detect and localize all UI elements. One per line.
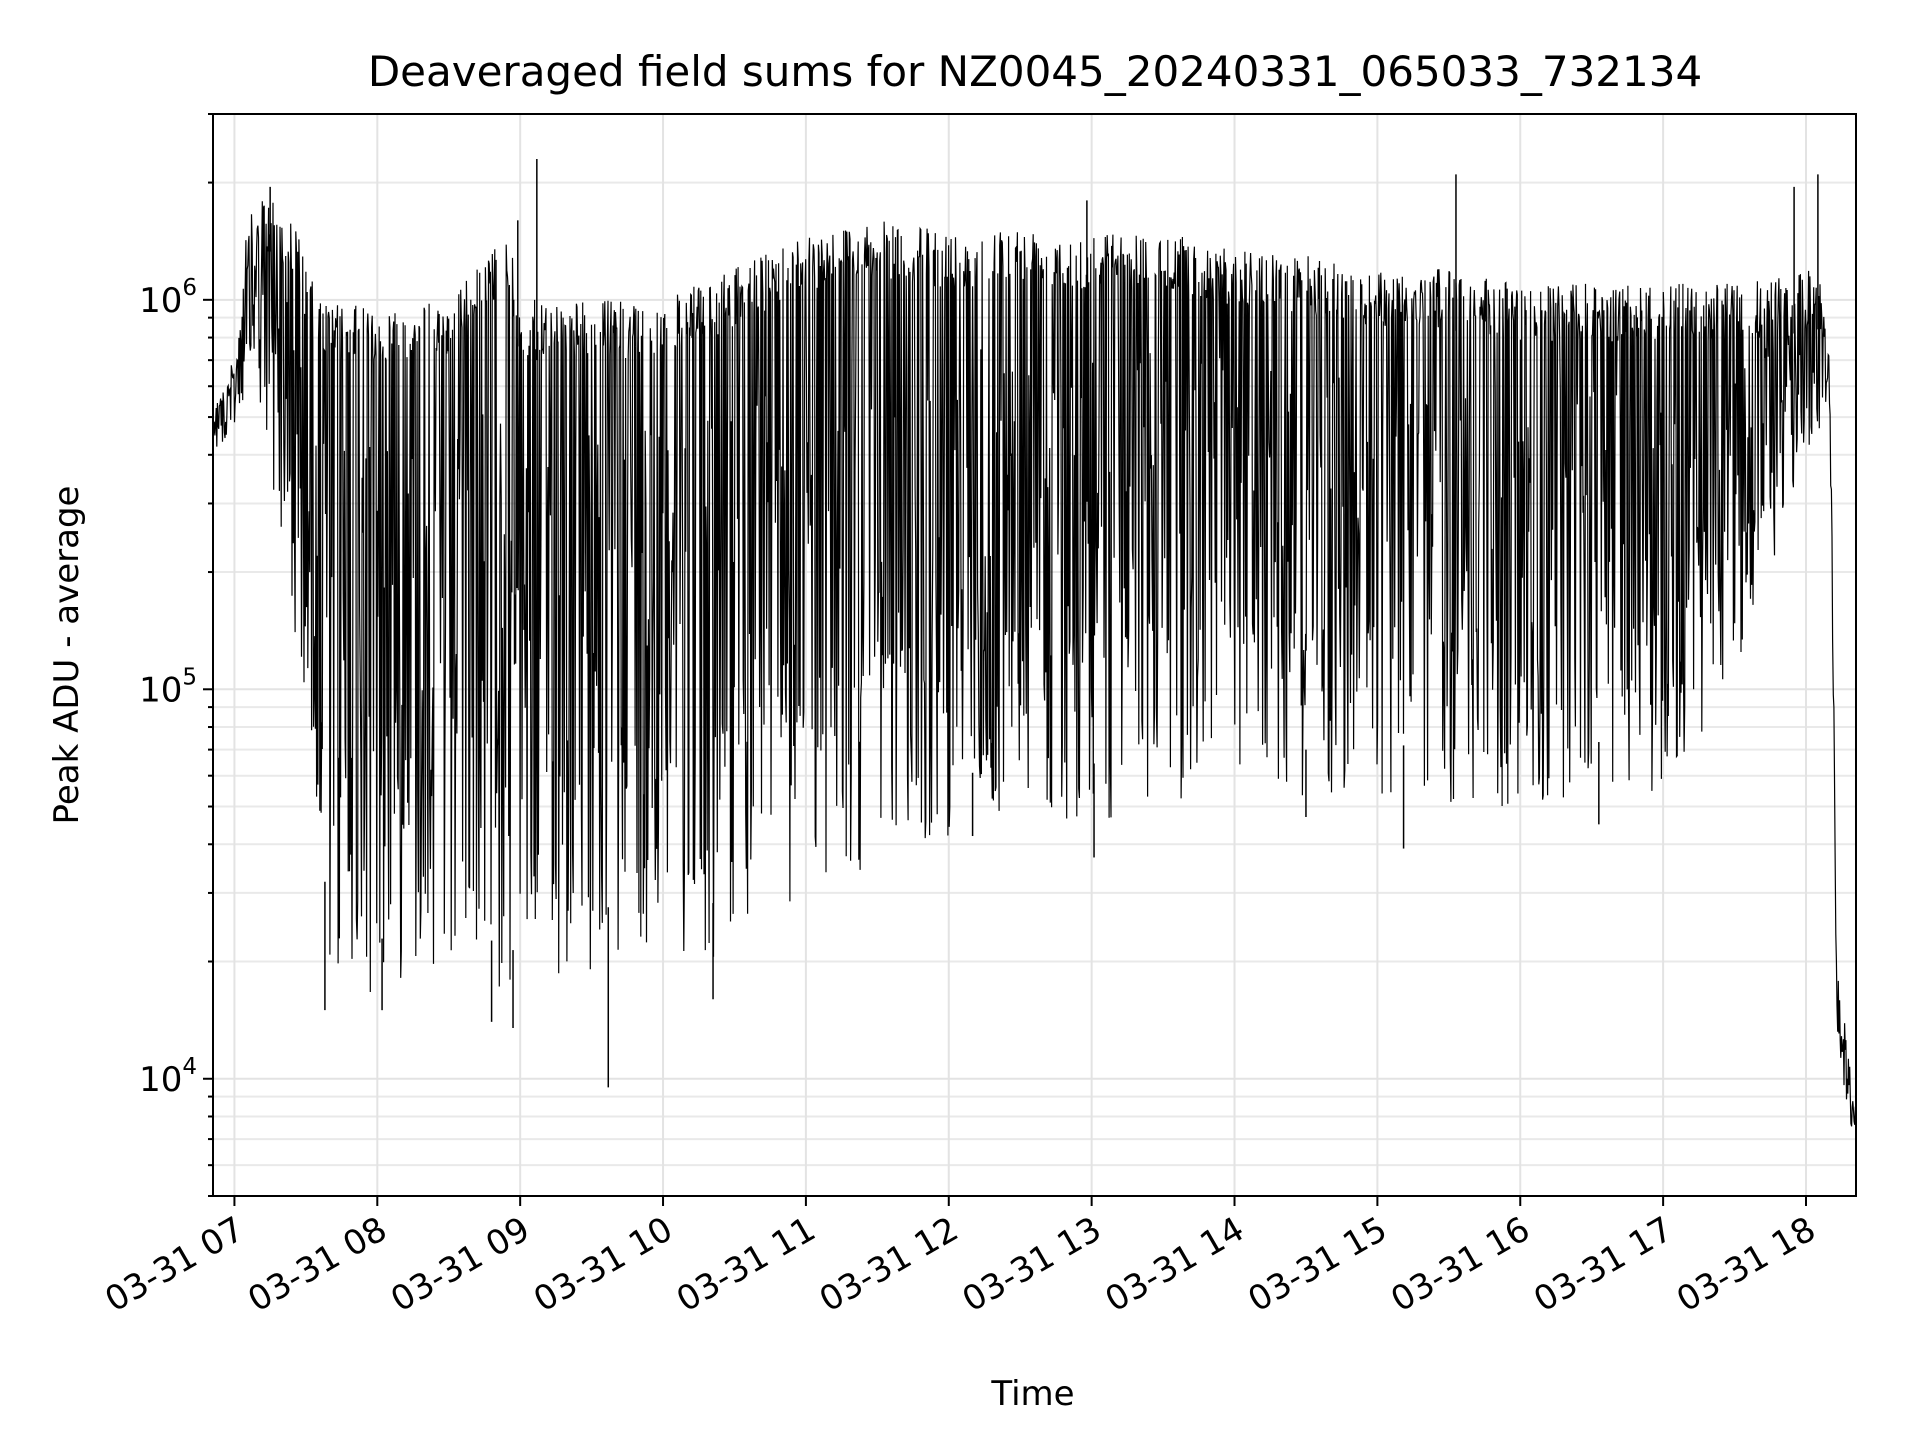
x-tick-label: 03-31 15: [1241, 1209, 1393, 1320]
x-tick-label: 03-31 09: [384, 1209, 536, 1320]
x-tick-label: 03-31 08: [241, 1209, 393, 1320]
x-axis-label: Time: [990, 1374, 1074, 1414]
chart-title: Deaveraged field sums for NZ0045_2024033…: [368, 47, 1702, 96]
x-tick-label: 03-31 11: [670, 1209, 822, 1320]
series-layer: [212, 158, 1857, 1128]
series-line: [212, 201, 1857, 1128]
x-tick-label: 03-31 13: [956, 1209, 1108, 1320]
y-axis: 104 105 106: [139, 113, 213, 1197]
x-tick-label: 03-31 17: [1527, 1209, 1679, 1320]
y-tick-label: 105: [139, 664, 197, 710]
plot-frame: [212, 113, 1857, 1197]
y-tick-label: 106: [139, 275, 197, 321]
x-tick-label: 03-31 14: [1099, 1209, 1251, 1320]
y-axis-label: Peak ADU - average: [47, 486, 87, 825]
y-tick-label: 104: [139, 1054, 197, 1100]
x-tick-label: 03-31 07: [99, 1209, 251, 1320]
x-tick-label: 03-31 10: [527, 1209, 679, 1320]
x-tick-label: 03-31 18: [1670, 1209, 1822, 1320]
x-tick-label: 03-31 12: [813, 1209, 965, 1320]
x-tick-label: 03-31 16: [1384, 1209, 1536, 1320]
